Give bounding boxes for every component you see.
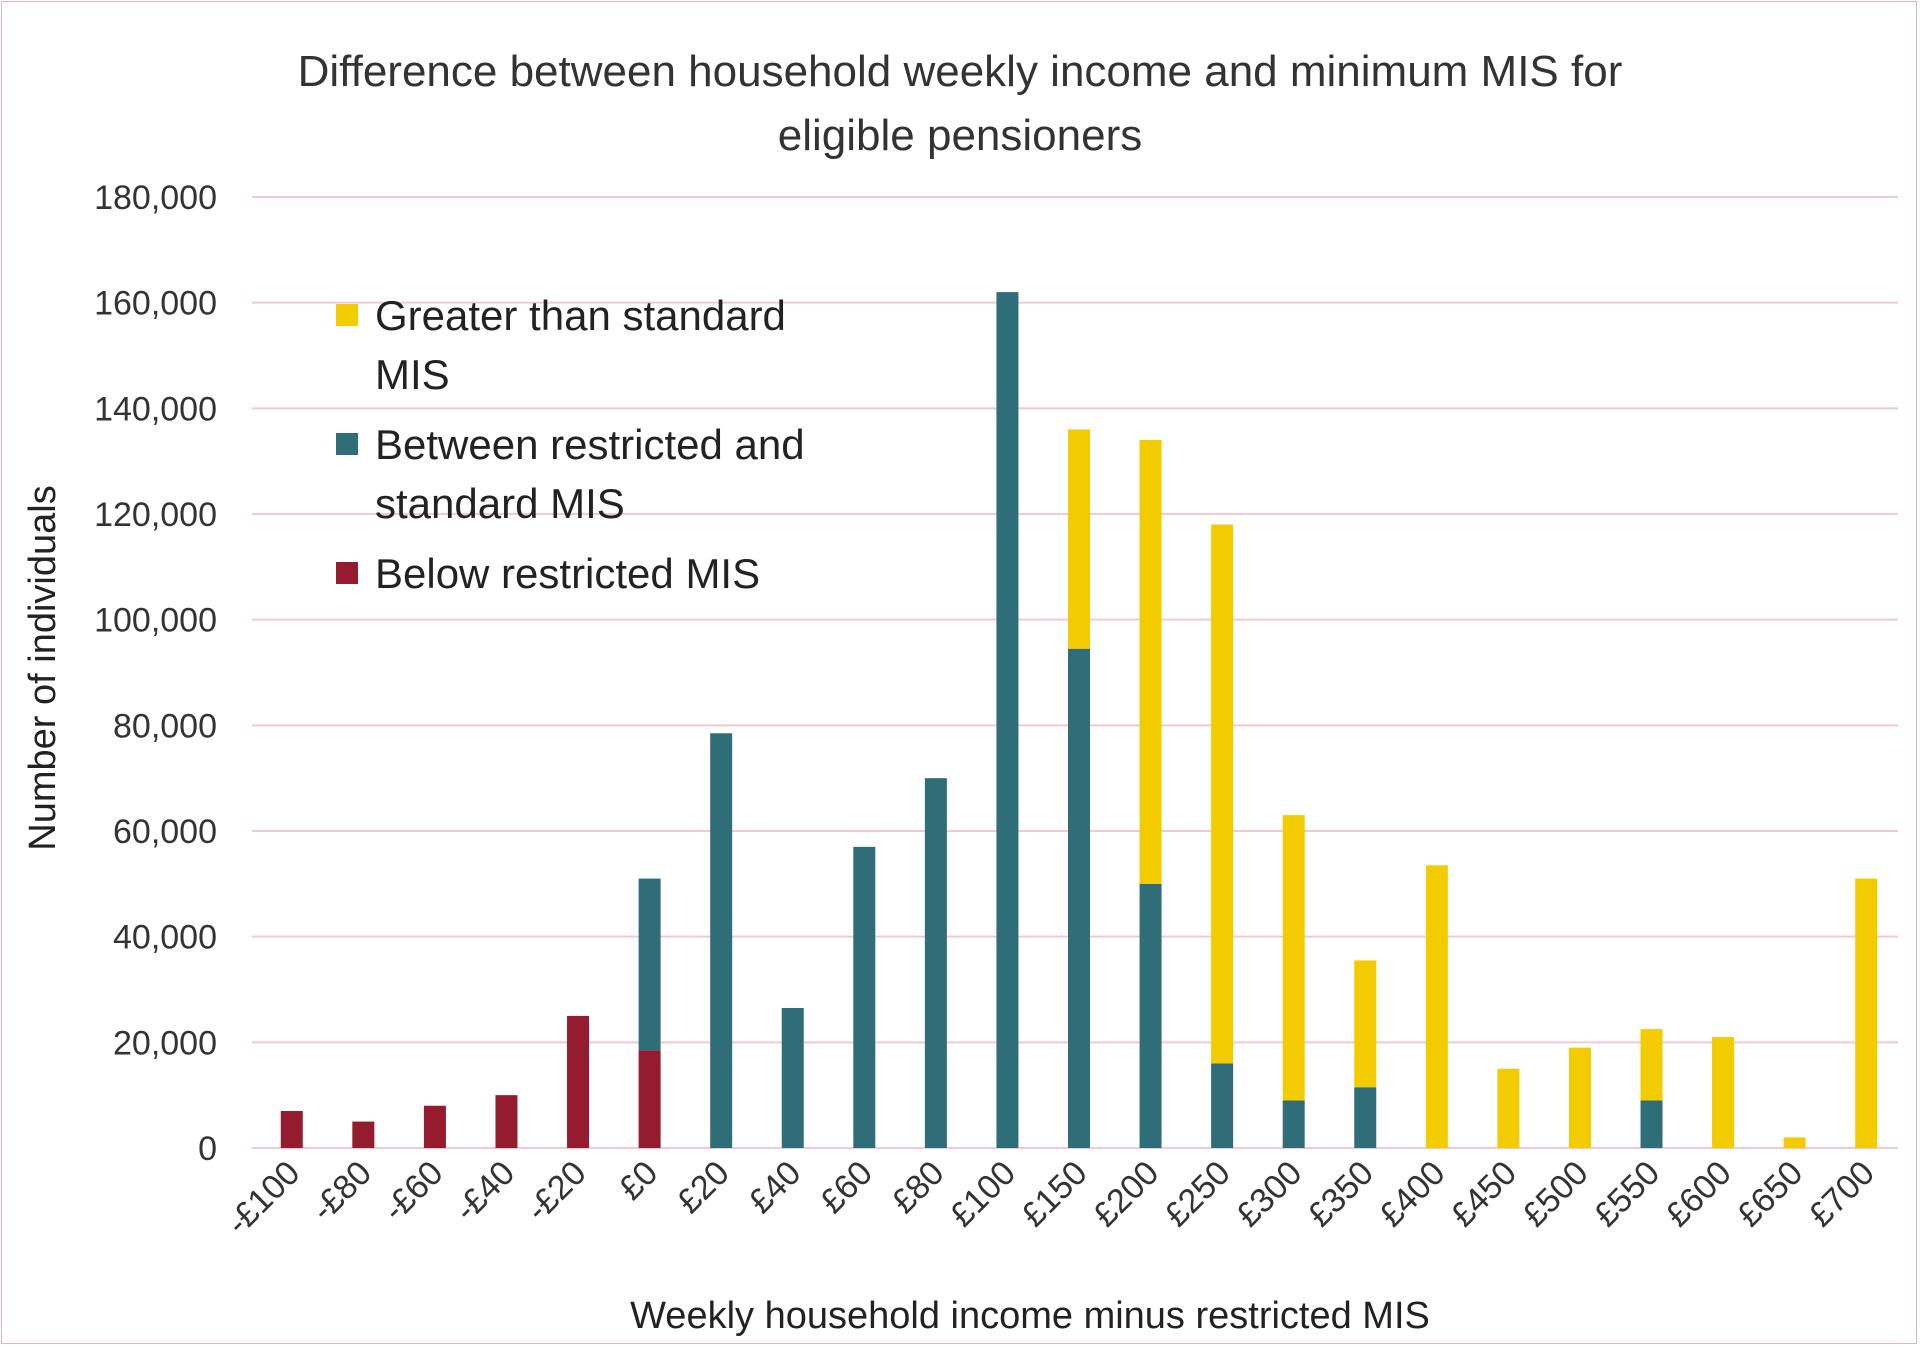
bar-greater-than-standard-mis-22 [1855, 878, 1878, 1148]
bar-below-restricted-mis-3 [495, 1095, 518, 1148]
legend: Greater than standard MIS Between restrict… [336, 292, 805, 597]
y-tick-label: 120,000 [94, 496, 217, 534]
legend-swatch [336, 304, 358, 326]
bar-greater-than-standard-mis-15 [1354, 960, 1377, 1088]
x-tick-label: £300 [1229, 1154, 1309, 1234]
y-tick-label: 180,000 [94, 179, 217, 217]
bar-greater-than-standard-mis-14 [1282, 815, 1305, 1101]
legend-swatch [336, 562, 358, 584]
y-tick-label: 140,000 [94, 390, 217, 428]
bar-greater-than-standard-mis-12 [1139, 440, 1162, 884]
bar-between-restricted-and-standard-mis-14 [1282, 1100, 1305, 1148]
y-axis-ticks: 0 20,000 40,000 60,000 80,000 100,000 120,000 1… [94, 179, 217, 1168]
bar-greater-than-standard-mis-18 [1568, 1047, 1591, 1148]
y-tick-label: 100,000 [94, 602, 217, 640]
x-tick-label: £250 [1157, 1154, 1237, 1234]
bar-between-restricted-and-standard-mis-5 [638, 878, 661, 1051]
y-tick-label: 20,000 [113, 1024, 217, 1062]
y-tick-label: 40,000 [113, 919, 217, 957]
legend-label: Between restricted and [375, 421, 805, 468]
x-tick-label: £200 [1086, 1154, 1166, 1234]
bar-below-restricted-mis-4 [567, 1015, 590, 1148]
bar-between-restricted-and-standard-mis-9 [924, 778, 947, 1148]
y-tick-label: 160,000 [94, 285, 217, 323]
x-tick-label: -£100 [219, 1154, 307, 1242]
bar-between-restricted-and-standard-mis-12 [1139, 883, 1162, 1148]
bar-between-restricted-and-standard-mis-19 [1640, 1100, 1663, 1148]
x-tick-label: £20 [670, 1154, 737, 1221]
x-tick-label: £450 [1444, 1154, 1524, 1234]
y-tick-label: 60,000 [113, 813, 217, 851]
bar-below-restricted-mis-2 [423, 1105, 446, 1148]
x-tick-label: -£40 [447, 1154, 522, 1229]
bars [280, 292, 1878, 1149]
bar-greater-than-standard-mis-11 [1068, 429, 1090, 649]
bar-between-restricted-and-standard-mis-15 [1354, 1087, 1377, 1148]
y-axis-label: Number of individuals [22, 485, 64, 850]
bar-below-restricted-mis-5 [638, 1050, 661, 1148]
bar-below-restricted-mis-1 [352, 1121, 375, 1148]
bar-between-restricted-and-standard-mis-6 [710, 733, 733, 1148]
y-tick-label: 80,000 [113, 707, 217, 745]
chart-title: Difference between household weekly inco… [297, 47, 1623, 160]
x-tick-label: £650 [1730, 1154, 1810, 1234]
x-tick-label: -£60 [376, 1154, 451, 1229]
x-tick-label: £80 [885, 1154, 952, 1221]
x-tick-label: £100 [943, 1154, 1023, 1234]
bar-between-restricted-and-standard-mis-13 [1211, 1063, 1234, 1148]
bar-greater-than-standard-mis-13 [1211, 524, 1234, 1064]
bar-greater-than-standard-mis-16 [1425, 865, 1448, 1148]
legend-swatch [336, 433, 358, 455]
bar-between-restricted-and-standard-mis-11 [1068, 648, 1090, 1148]
legend-label: standard MIS [375, 480, 625, 527]
x-tick-label: £700 [1802, 1154, 1882, 1234]
x-tick-label: £500 [1515, 1154, 1595, 1234]
x-tick-label: -£80 [304, 1154, 379, 1229]
x-tick-label: -£20 [519, 1154, 594, 1229]
legend-label: Greater than standard [375, 292, 786, 339]
legend-label: MIS [375, 351, 450, 398]
x-tick-label: £600 [1658, 1154, 1738, 1234]
bar-greater-than-standard-mis-20 [1712, 1037, 1735, 1148]
y-tick-label: 0 [198, 1130, 217, 1168]
x-tick-label: £40 [741, 1154, 808, 1221]
x-tick-label: £550 [1587, 1154, 1667, 1234]
x-tick-label: £0 [612, 1154, 666, 1208]
bar-between-restricted-and-standard-mis-8 [853, 846, 876, 1148]
bar-between-restricted-and-standard-mis-7 [781, 1007, 804, 1148]
x-tick-label: £60 [813, 1154, 880, 1221]
x-axis-label: Weekly household income minus restricted… [630, 1295, 1430, 1337]
bar-below-restricted-mis-0 [280, 1111, 303, 1148]
bar-greater-than-standard-mis-19 [1640, 1029, 1663, 1101]
bar-greater-than-standard-mis-17 [1497, 1068, 1520, 1148]
x-tick-label: £350 [1301, 1154, 1381, 1234]
x-tick-label: £150 [1014, 1154, 1094, 1234]
x-tick-label: £400 [1372, 1154, 1452, 1234]
x-axis-ticks: -£100-£80-£60-£40-£20 £0 £20 £40 £60 £80£100£… [219, 1154, 1882, 1242]
legend-label: Below restricted MIS [375, 550, 760, 597]
bar-between-restricted-and-standard-mis-10 [996, 292, 1019, 1149]
bar-greater-than-standard-mis-21 [1783, 1137, 1806, 1148]
